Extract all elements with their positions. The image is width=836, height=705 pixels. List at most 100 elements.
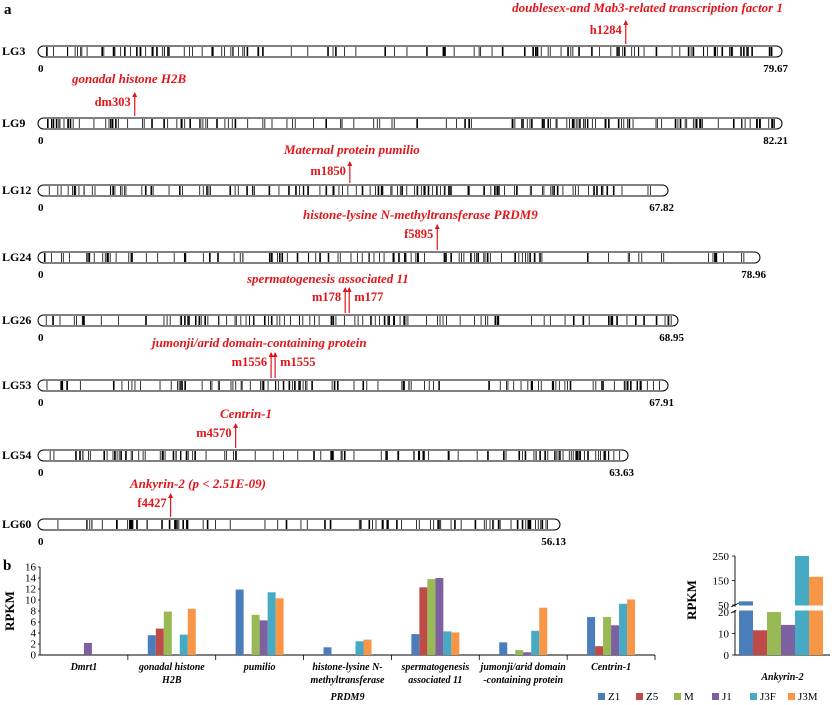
y-tick-label: 0: [724, 650, 730, 662]
gene-name: spermatogenesis associated 11: [246, 271, 409, 286]
lg-label: LG26: [2, 313, 31, 327]
legend-item-m: M: [674, 691, 694, 703]
marker-name-2: m177: [354, 290, 383, 304]
category-label: gonadal histone: [138, 662, 205, 673]
y-tick-label: 150: [713, 576, 730, 588]
legend-label: M: [684, 691, 694, 703]
legend-label: J1: [722, 691, 732, 703]
qtl-arrow: [623, 20, 629, 44]
linkage-group-lg53: LG53 0 67.91 m1556 m1555 jumonji/arid domain-…: [2, 335, 674, 409]
chromosome-bar: [37, 117, 783, 130]
arrow-head: [233, 423, 239, 428]
arrow-head: [342, 287, 348, 292]
linkage-group-lg60: LG60 0 56.13 f4427 Ankyrin-2 (p < 2.51E-09): [2, 476, 567, 548]
bar-j1: [611, 625, 620, 655]
bar-m: [767, 612, 781, 655]
category-label: methyltransferase: [311, 675, 385, 686]
chromosome-bar: [37, 518, 561, 531]
bar-z1: [147, 635, 156, 655]
arrow-head: [168, 493, 174, 498]
axis-break-gap: [736, 605, 831, 611]
bar-z5: [155, 628, 164, 655]
chromosome-bar: [37, 45, 783, 58]
arrow-head: [623, 20, 629, 25]
bar-j3m: [187, 608, 196, 655]
gene-name: Ankyrin-2 (p < 2.51E-09): [129, 476, 266, 491]
bar-z1: [323, 647, 332, 655]
y-tick-label: 0: [31, 650, 37, 662]
bar-j3f: [531, 630, 540, 655]
arrow-head: [347, 161, 353, 166]
lg-label: LG24: [2, 250, 31, 264]
y-tick-label: 12: [25, 584, 36, 596]
bar-j3m: [627, 599, 636, 655]
panel-b-label: b: [3, 558, 11, 574]
start-position: 0: [38, 536, 44, 548]
legend-item-j3f: J3F: [750, 691, 776, 703]
end-position: 67.82: [649, 202, 674, 214]
qtl-arrow: [347, 161, 353, 183]
marker-name: m178: [312, 290, 341, 304]
bar-z5: [595, 646, 604, 655]
category-label: spermatogenesis: [400, 662, 469, 673]
bar-j3m: [539, 607, 548, 655]
marker-name: h1284: [590, 23, 623, 37]
legend-swatch: [712, 693, 719, 700]
bar-j1: [781, 624, 795, 655]
bar-m: [515, 650, 524, 655]
legend-item-z1: Z1: [598, 691, 620, 703]
end-position: 79.67: [763, 63, 788, 75]
category-label: H2B: [161, 675, 182, 686]
bar-j1: [523, 652, 532, 655]
category-label: -containing protein: [483, 675, 563, 686]
lg-label: LG54: [2, 448, 31, 462]
bar-z1: [411, 634, 420, 655]
gene-name: Maternal protein pumilio: [283, 142, 420, 157]
qtl-arrow: [168, 493, 174, 517]
start-position: 0: [38, 332, 44, 344]
legend-item-j3m: J3M: [788, 691, 818, 703]
start-position: 0: [38, 397, 44, 409]
bar-z5: [753, 630, 767, 655]
legend: Z1 Z5 M J1 J3F J3M: [598, 691, 818, 703]
qtl-arrow: [342, 287, 352, 313]
bar-z1: [499, 642, 508, 655]
start-position: 0: [38, 135, 44, 147]
y-axis-label: RPKM: [684, 580, 699, 620]
category-label: Centrin-1: [591, 662, 631, 673]
legend-swatch: [750, 693, 757, 700]
start-position: 0: [38, 269, 44, 281]
y-tick-label: 4: [31, 628, 37, 640]
lg-label: LG60: [2, 517, 31, 531]
category-label: pumilio: [243, 662, 276, 673]
legend-swatch: [674, 693, 681, 700]
y-tick-label: 14: [25, 573, 37, 585]
legend-swatch: [598, 693, 605, 700]
bar-j3m: [275, 598, 284, 655]
bar-j3f: [179, 634, 188, 655]
legend-label: Z1: [608, 691, 620, 703]
legend-swatch: [636, 693, 643, 700]
legend-label: Z5: [646, 691, 659, 703]
category-label: jumonji/arid domain: [479, 662, 567, 673]
y-tick-label: 8: [31, 606, 37, 618]
gene-name: histone-lysine N-methyltransferase PRDM9: [303, 207, 538, 222]
bar-j3f: [267, 592, 276, 655]
linkage-group-lg54: LG54 0 63.63 m4570 Centrin-1: [2, 406, 635, 479]
end-position: 68.95: [659, 332, 684, 344]
bar-z5: [419, 587, 428, 655]
gene-name: jumonji/arid domain-containing protein: [150, 335, 367, 350]
bar-m: [163, 611, 172, 655]
linkage-group-lg12: LG12 0 67.82 m1850 Maternal protein pumilio: [2, 142, 675, 214]
marker-name: f4427: [137, 496, 166, 510]
category-label: histone-lysine N-: [312, 662, 382, 673]
bar-m: [603, 617, 612, 655]
end-position: 63.63: [609, 467, 634, 479]
marker-name: f5895: [404, 227, 433, 241]
bar-j3f: [619, 603, 628, 655]
y-tick-label: 2: [31, 639, 37, 651]
arrow-head: [132, 92, 138, 97]
y-axis-label: RPKM: [2, 591, 17, 631]
